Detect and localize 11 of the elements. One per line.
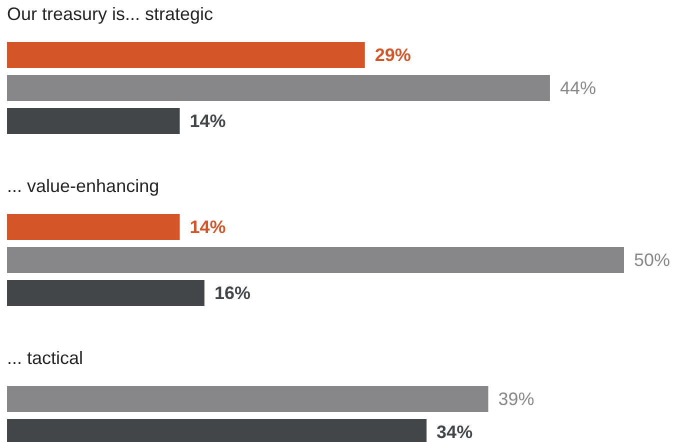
data-label: 50% (634, 250, 670, 270)
y-tick-label: Our treasury is... strategic (7, 4, 214, 24)
data-label: 14% (190, 111, 226, 131)
data-label: 34% (436, 422, 473, 442)
y-tick-label: ... value-enhancing (7, 176, 160, 196)
data-label: 39% (498, 389, 534, 409)
data-label: 29% (374, 45, 411, 65)
y-tick-label: ... tactical (7, 348, 84, 368)
data-label: 16% (214, 283, 250, 303)
data-label: 14% (190, 217, 226, 237)
data-label: 44% (560, 78, 596, 98)
